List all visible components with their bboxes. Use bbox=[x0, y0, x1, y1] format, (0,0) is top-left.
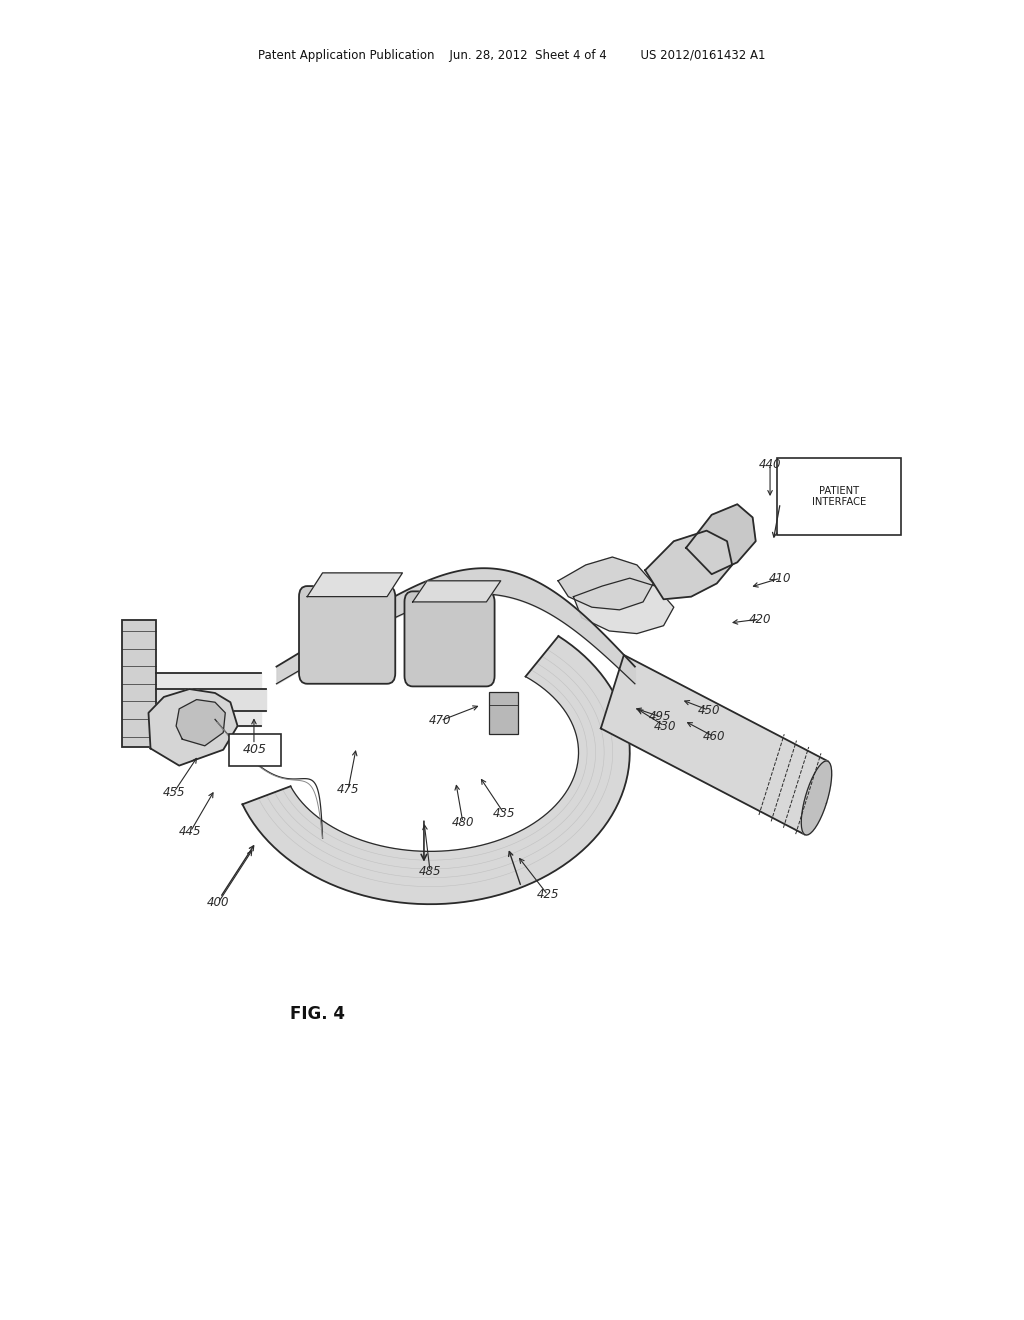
Polygon shape bbox=[243, 636, 630, 904]
Polygon shape bbox=[176, 700, 225, 746]
FancyBboxPatch shape bbox=[777, 458, 901, 535]
Text: 480: 480 bbox=[452, 816, 474, 829]
Polygon shape bbox=[573, 578, 674, 634]
Polygon shape bbox=[148, 689, 238, 766]
Text: 475: 475 bbox=[337, 783, 359, 796]
Text: FIG. 4: FIG. 4 bbox=[290, 1005, 345, 1023]
Polygon shape bbox=[413, 581, 501, 602]
Text: 450: 450 bbox=[697, 704, 720, 717]
Text: Patent Application Publication    Jun. 28, 2012  Sheet 4 of 4         US 2012/01: Patent Application Publication Jun. 28, … bbox=[258, 49, 766, 62]
Text: 400: 400 bbox=[207, 896, 229, 909]
Polygon shape bbox=[686, 504, 756, 574]
Text: 460: 460 bbox=[702, 730, 725, 743]
Text: PATIENT
INTERFACE: PATIENT INTERFACE bbox=[812, 486, 866, 507]
Text: 470: 470 bbox=[429, 714, 452, 727]
Bar bbox=[229, 734, 281, 766]
Text: 495: 495 bbox=[649, 710, 672, 723]
Polygon shape bbox=[645, 531, 732, 599]
Bar bbox=[489, 692, 518, 734]
Text: 405: 405 bbox=[243, 743, 267, 756]
Text: 410: 410 bbox=[769, 572, 792, 585]
Text: 440: 440 bbox=[759, 458, 781, 471]
FancyBboxPatch shape bbox=[299, 586, 395, 684]
Text: 445: 445 bbox=[179, 825, 202, 838]
FancyBboxPatch shape bbox=[404, 591, 495, 686]
Text: 425: 425 bbox=[537, 888, 559, 902]
Polygon shape bbox=[307, 573, 402, 597]
Text: 485: 485 bbox=[419, 865, 441, 878]
Text: 420: 420 bbox=[749, 612, 771, 626]
Polygon shape bbox=[558, 557, 653, 610]
Polygon shape bbox=[801, 762, 831, 836]
Text: 455: 455 bbox=[163, 785, 185, 799]
Bar bbox=[122, 620, 156, 747]
Polygon shape bbox=[601, 655, 828, 834]
Text: 430: 430 bbox=[653, 719, 676, 733]
Text: 435: 435 bbox=[493, 807, 515, 820]
